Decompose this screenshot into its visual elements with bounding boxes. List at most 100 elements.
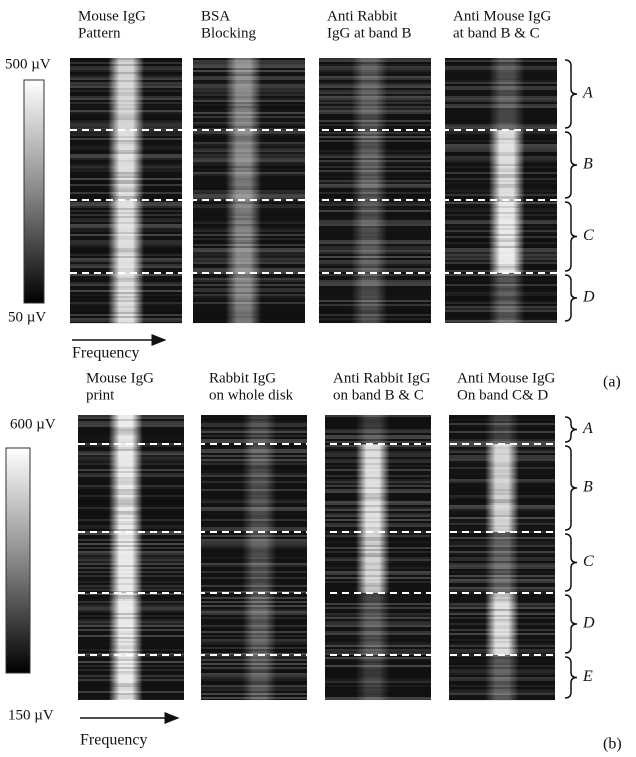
noise [78, 459, 184, 461]
signal-band [325, 532, 431, 593]
noise [325, 637, 431, 639]
noise [449, 567, 555, 569]
noise [70, 84, 182, 86]
noise [78, 449, 184, 451]
noise [319, 276, 431, 278]
noise [449, 455, 555, 457]
noise [78, 467, 184, 469]
noise [325, 511, 431, 513]
noise [70, 116, 182, 118]
noise [193, 228, 305, 230]
noise [78, 545, 184, 547]
noise [201, 437, 307, 439]
noise [319, 116, 431, 118]
noise [445, 220, 557, 222]
noise [445, 210, 557, 212]
noise [445, 294, 557, 296]
noise [70, 80, 182, 82]
noise [445, 306, 557, 308]
noise [325, 475, 431, 477]
noise [201, 535, 307, 537]
noise [325, 665, 431, 667]
noise [193, 296, 305, 298]
noise [449, 493, 555, 495]
noise [325, 557, 431, 559]
noise [193, 322, 305, 324]
noise [449, 577, 555, 579]
noise [319, 222, 431, 224]
noise [78, 695, 184, 697]
noise [201, 687, 307, 689]
noise [78, 513, 184, 515]
noise [449, 543, 555, 545]
noise [319, 110, 431, 112]
noise [70, 186, 182, 188]
noise [325, 477, 431, 479]
noise [319, 122, 431, 124]
noise [449, 571, 555, 573]
noise [70, 296, 182, 298]
noise [445, 168, 557, 170]
brace [564, 416, 578, 443]
noise [201, 547, 307, 549]
noise [193, 244, 305, 246]
noise [201, 693, 307, 695]
noise [201, 549, 307, 551]
noise [201, 573, 307, 575]
noise [201, 589, 307, 591]
noise [449, 671, 555, 673]
noise [70, 108, 182, 110]
noise [449, 477, 555, 479]
noise [70, 280, 182, 282]
noise [193, 114, 305, 116]
noise [70, 140, 182, 142]
noise [449, 575, 555, 577]
noise [78, 425, 184, 427]
noise [78, 523, 184, 525]
noise [325, 643, 431, 645]
noise [449, 547, 555, 549]
noise [445, 236, 557, 238]
noise [193, 192, 305, 194]
noise [319, 210, 431, 212]
noise [193, 126, 305, 128]
noise [319, 162, 431, 164]
noise [449, 607, 555, 609]
noise [449, 437, 555, 439]
noise [445, 122, 557, 124]
noise [78, 439, 184, 441]
noise [78, 589, 184, 591]
noise [319, 266, 431, 268]
noise [70, 276, 182, 278]
noise [445, 296, 557, 298]
noise [70, 218, 182, 220]
noise [445, 150, 557, 152]
signal-band [445, 58, 557, 130]
noise [319, 136, 431, 138]
noise [201, 593, 307, 595]
noise [319, 318, 431, 320]
noise [319, 124, 431, 126]
noise [325, 493, 431, 495]
noise [70, 278, 182, 280]
noise [201, 555, 307, 557]
noise [201, 613, 307, 615]
noise [193, 274, 305, 276]
signal-band [201, 415, 307, 444]
noise [449, 559, 555, 561]
noise [70, 128, 182, 130]
noise [70, 220, 182, 222]
noise [70, 62, 182, 64]
noise [193, 156, 305, 158]
signal-band [70, 130, 182, 200]
noise [201, 643, 307, 645]
noise [319, 168, 431, 170]
noise [193, 316, 305, 318]
noise [201, 633, 307, 635]
noise [70, 284, 182, 286]
image-title: Anti Rabbit [327, 8, 398, 24]
noise [445, 110, 557, 112]
noise [325, 519, 431, 521]
noise [193, 292, 305, 294]
colorbar [23, 79, 45, 304]
